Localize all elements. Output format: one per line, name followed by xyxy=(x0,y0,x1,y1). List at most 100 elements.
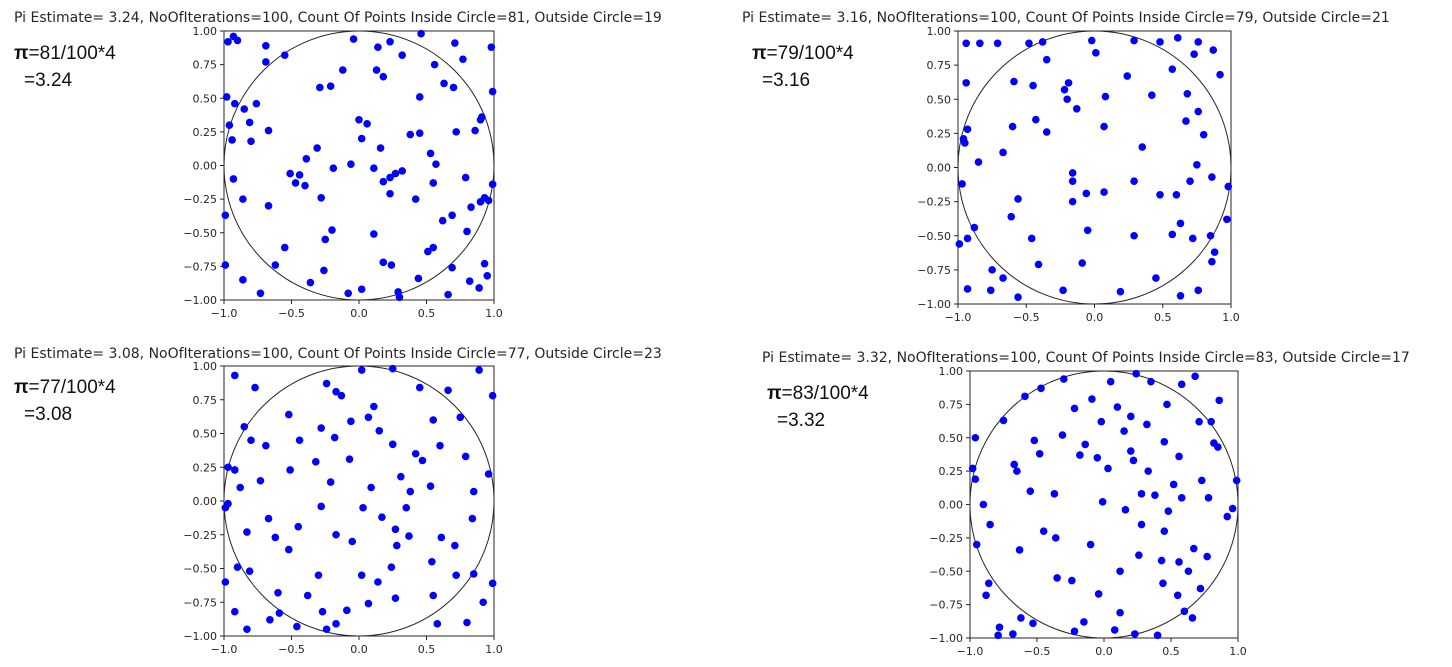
scatter-point xyxy=(461,452,470,461)
scatter-point xyxy=(317,193,326,202)
scatter-point xyxy=(1131,630,1139,638)
scatter-point xyxy=(1068,197,1077,206)
scatter-point xyxy=(233,36,242,45)
scatter-point xyxy=(1193,160,1201,169)
scatter-point xyxy=(357,366,366,374)
scatter-point xyxy=(1035,449,1044,458)
scatter-point xyxy=(1030,436,1039,445)
chart-panel-3: Pi Estimate= 3.08, NoOfIterations=100, C… xyxy=(14,346,662,656)
scatter-point xyxy=(418,456,427,465)
scatter-point xyxy=(1121,506,1130,514)
scatter-point xyxy=(1203,552,1211,561)
scatter-point xyxy=(1204,494,1213,502)
scatter-point xyxy=(231,466,239,474)
scatter-point xyxy=(476,198,485,206)
y-tick-label: −1.00 xyxy=(917,298,951,311)
scatter-point xyxy=(1183,89,1192,98)
scatter-point xyxy=(1190,50,1198,59)
y-tick-label: −0.25 xyxy=(917,196,951,209)
y-tick-label: 0.75 xyxy=(927,59,952,72)
scatter-point xyxy=(488,391,497,400)
scatter-point xyxy=(295,436,304,445)
scatter-point xyxy=(1032,115,1040,124)
scatter-point xyxy=(1172,191,1181,199)
pi-symbol: π xyxy=(767,383,782,404)
scatter-point xyxy=(262,41,270,50)
scatter-point xyxy=(291,179,300,187)
scatter-point xyxy=(437,533,446,542)
y-tick-label: −1.00 xyxy=(929,632,963,645)
y-tick-label: −0.25 xyxy=(183,193,217,206)
scatter-point xyxy=(429,179,438,187)
x-tick-label: 0.5 xyxy=(418,307,436,320)
scatter-point xyxy=(986,520,994,529)
pi-symbol: π xyxy=(14,377,29,398)
scatter-point xyxy=(1093,453,1102,462)
scatter-point xyxy=(1130,231,1138,240)
scatter-point xyxy=(321,235,330,244)
scatter-point xyxy=(1176,292,1185,300)
scatter-point xyxy=(970,223,979,232)
x-tick-label: 0.0 xyxy=(1086,311,1104,324)
scatter-point xyxy=(430,60,439,69)
scatter-point xyxy=(1104,464,1112,473)
scatter-point xyxy=(1198,476,1206,485)
scatter-point xyxy=(475,366,483,374)
scatter-point xyxy=(402,503,411,512)
scatter-point xyxy=(317,502,326,511)
chart-panel-4: Pi Estimate= 3.32, NoOfIterations=100, C… xyxy=(762,350,1410,658)
x-tick-label: 0.5 xyxy=(1162,645,1180,658)
scatter-point xyxy=(411,449,420,458)
scatter-point xyxy=(286,466,294,474)
scatter-point xyxy=(1144,467,1153,475)
scatter-point xyxy=(1223,512,1232,521)
scatter-point xyxy=(1156,191,1164,199)
scatter-point xyxy=(302,154,311,163)
scatter-point xyxy=(1163,400,1171,409)
scatter-point xyxy=(386,173,394,182)
scatter-point xyxy=(1088,395,1096,403)
scatter-point xyxy=(986,286,995,295)
scatter-point xyxy=(1194,107,1203,116)
scatter-point xyxy=(1025,39,1033,48)
scatter-point xyxy=(1080,618,1088,626)
scatter-point xyxy=(1076,451,1084,459)
scatter-point xyxy=(488,180,497,189)
scatter-point xyxy=(388,364,397,373)
scatter-point xyxy=(1042,128,1051,136)
scatter-point xyxy=(479,598,488,607)
scatter-point xyxy=(414,274,423,283)
scatter-point xyxy=(286,169,294,178)
scatter-point xyxy=(463,618,471,627)
scatter-point xyxy=(1008,122,1017,131)
scatter-point xyxy=(386,37,394,46)
scatter-point xyxy=(959,135,968,143)
scatter-point xyxy=(364,413,373,422)
scatter-point xyxy=(1228,504,1237,513)
scatter-point xyxy=(228,136,236,144)
x-tick-label: −0.5 xyxy=(1024,645,1051,658)
y-tick-label: −1.00 xyxy=(183,630,217,643)
scatter-point xyxy=(330,433,339,442)
scatter-point xyxy=(1175,452,1183,461)
y-tick-label: 0.00 xyxy=(927,162,952,175)
scatter-point xyxy=(1068,169,1077,177)
scatter-point xyxy=(1094,590,1103,598)
scatter-point xyxy=(1223,215,1231,224)
scatter-point xyxy=(316,83,324,92)
scatter-point xyxy=(395,293,404,302)
scatter-point xyxy=(326,478,335,486)
scatter-point xyxy=(264,202,273,210)
scatter-point xyxy=(357,285,366,294)
scatter-point xyxy=(1070,404,1079,413)
scatter-point xyxy=(386,189,394,198)
scatter-point xyxy=(224,37,232,46)
y-tick-label: 0.00 xyxy=(193,160,218,173)
scatter-point xyxy=(328,226,336,234)
scatter-point xyxy=(1101,92,1110,101)
scatter-point xyxy=(1169,480,1178,489)
scatter-point xyxy=(488,87,497,96)
pi-formula-expression: =77/100*4 xyxy=(28,377,116,398)
scatter-point xyxy=(1013,467,1021,475)
scatter-point xyxy=(275,609,284,617)
